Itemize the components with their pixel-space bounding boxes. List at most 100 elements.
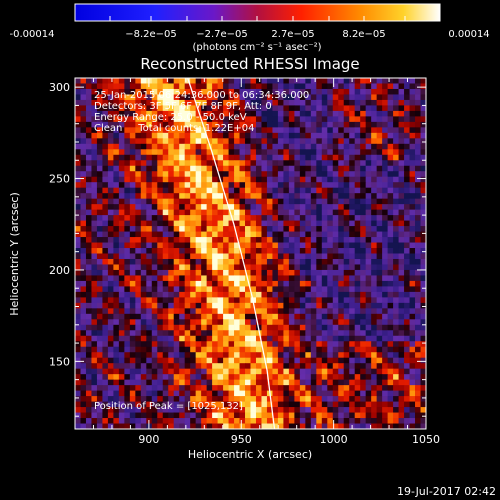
- heatmap-cell: [91, 187, 98, 194]
- heatmap-cell: [382, 330, 389, 337]
- heatmap-cell: [96, 78, 103, 84]
- heatmap-cell: [255, 78, 262, 84]
- heatmap-cell: [195, 313, 202, 320]
- heatmap-cell: [266, 324, 273, 331]
- heatmap-cell: [299, 94, 306, 101]
- heatmap-cell: [80, 138, 87, 145]
- heatmap-cell: [80, 149, 87, 156]
- heatmap-cell: [102, 374, 109, 381]
- heatmap-cell: [206, 368, 213, 375]
- heatmap-cell: [151, 269, 158, 276]
- heatmap-cell: [206, 330, 213, 337]
- heatmap-cell: [382, 215, 389, 221]
- heatmap-cell: [135, 121, 142, 128]
- heatmap-cell: [360, 242, 367, 249]
- heatmap-cell: [173, 352, 180, 359]
- heatmap-cell: [151, 374, 158, 381]
- heatmap-cell: [354, 324, 361, 331]
- heatmap-cell: [327, 116, 334, 123]
- heatmap-cell: [195, 308, 202, 315]
- heatmap-cell: [409, 94, 416, 101]
- heatmap-cell: [349, 215, 356, 221]
- heatmap-cell: [360, 209, 367, 216]
- heatmap-cell: [420, 302, 426, 309]
- heatmap-cell: [96, 352, 103, 359]
- heatmap-cell: [102, 352, 109, 359]
- heatmap-cell: [124, 176, 131, 183]
- heatmap-cell: [239, 226, 246, 232]
- heatmap-cell: [151, 385, 158, 392]
- heatmap-cell: [354, 390, 361, 397]
- heatmap-cell: [151, 165, 158, 172]
- heatmap-cell: [294, 412, 301, 419]
- heatmap-cell: [316, 165, 323, 172]
- heatmap-cell: [266, 127, 273, 134]
- heatmap-cell: [135, 407, 142, 413]
- heatmap-cell: [107, 401, 114, 408]
- heatmap-cell: [212, 154, 218, 161]
- heatmap-cell: [75, 412, 81, 419]
- heatmap-cell: [228, 357, 235, 364]
- heatmap-cell: [266, 138, 273, 145]
- heatmap-cell: [80, 352, 87, 359]
- heatmap-cell: [288, 253, 295, 260]
- heatmap-cell: [349, 110, 356, 117]
- heatmap-cell: [415, 412, 421, 419]
- heatmap-cell: [173, 160, 180, 167]
- heatmap-cell: [195, 88, 202, 95]
- heatmap-cell: [162, 209, 169, 216]
- heatmap-cell: [234, 390, 240, 397]
- heatmap-cell: [173, 88, 180, 95]
- heatmap-cell: [332, 280, 339, 287]
- heatmap-cell: [217, 297, 224, 304]
- heatmap-cell: [80, 105, 87, 112]
- heatmap-cell: [234, 121, 240, 128]
- heatmap-cell: [382, 154, 389, 161]
- heatmap-cell: [420, 94, 426, 101]
- heatmap-cell: [343, 248, 350, 254]
- heatmap-cell: [157, 302, 164, 309]
- heatmap-cell: [321, 374, 328, 381]
- heatmap-cell: [327, 390, 334, 397]
- heatmap-cell: [266, 187, 273, 194]
- heatmap-cell: [223, 418, 229, 424]
- heatmap-cell: [332, 187, 339, 194]
- heatmap-cell: [245, 264, 251, 271]
- heatmap-cell: [365, 258, 372, 265]
- heatmap-cell: [135, 275, 142, 282]
- heatmap-cell: [250, 116, 257, 123]
- heatmap-cell: [343, 204, 350, 211]
- heatmap-cell: [349, 269, 356, 276]
- heatmap-cell: [255, 418, 262, 424]
- heatmap-cell: [102, 368, 109, 375]
- heatmap-cell: [129, 121, 136, 128]
- heatmap-cell: [338, 165, 345, 172]
- heatmap-cell: [332, 231, 339, 238]
- heatmap-cell: [85, 341, 92, 348]
- heatmap-cell: [398, 182, 405, 189]
- heatmap-cell: [283, 264, 290, 271]
- heatmap-cell: [316, 204, 323, 211]
- heatmap-cell: [102, 258, 109, 265]
- heatmap-cell: [212, 275, 218, 282]
- heatmap-cell: [212, 242, 218, 249]
- heatmap-cell: [387, 242, 394, 249]
- heatmap-cell: [250, 407, 257, 413]
- heatmap-cell: [299, 154, 306, 161]
- heatmap-cell: [343, 324, 350, 331]
- heatmap-cell: [349, 412, 356, 419]
- heatmap-cell: [168, 352, 175, 359]
- heatmap-cell: [168, 374, 175, 381]
- heatmap-cell: [404, 297, 410, 304]
- heatmap-cell: [75, 132, 81, 139]
- heatmap-cell: [305, 143, 312, 150]
- heatmap-cell: [272, 165, 279, 172]
- heatmap-cell: [157, 363, 164, 370]
- heatmap-cell: [184, 280, 191, 287]
- heatmap-cell: [283, 346, 290, 353]
- heatmap-cell: [420, 269, 426, 276]
- heatmap-cell: [146, 269, 153, 276]
- heatmap-cell: [245, 88, 251, 95]
- heatmap-cell: [107, 149, 114, 156]
- heatmap-cell: [299, 418, 306, 424]
